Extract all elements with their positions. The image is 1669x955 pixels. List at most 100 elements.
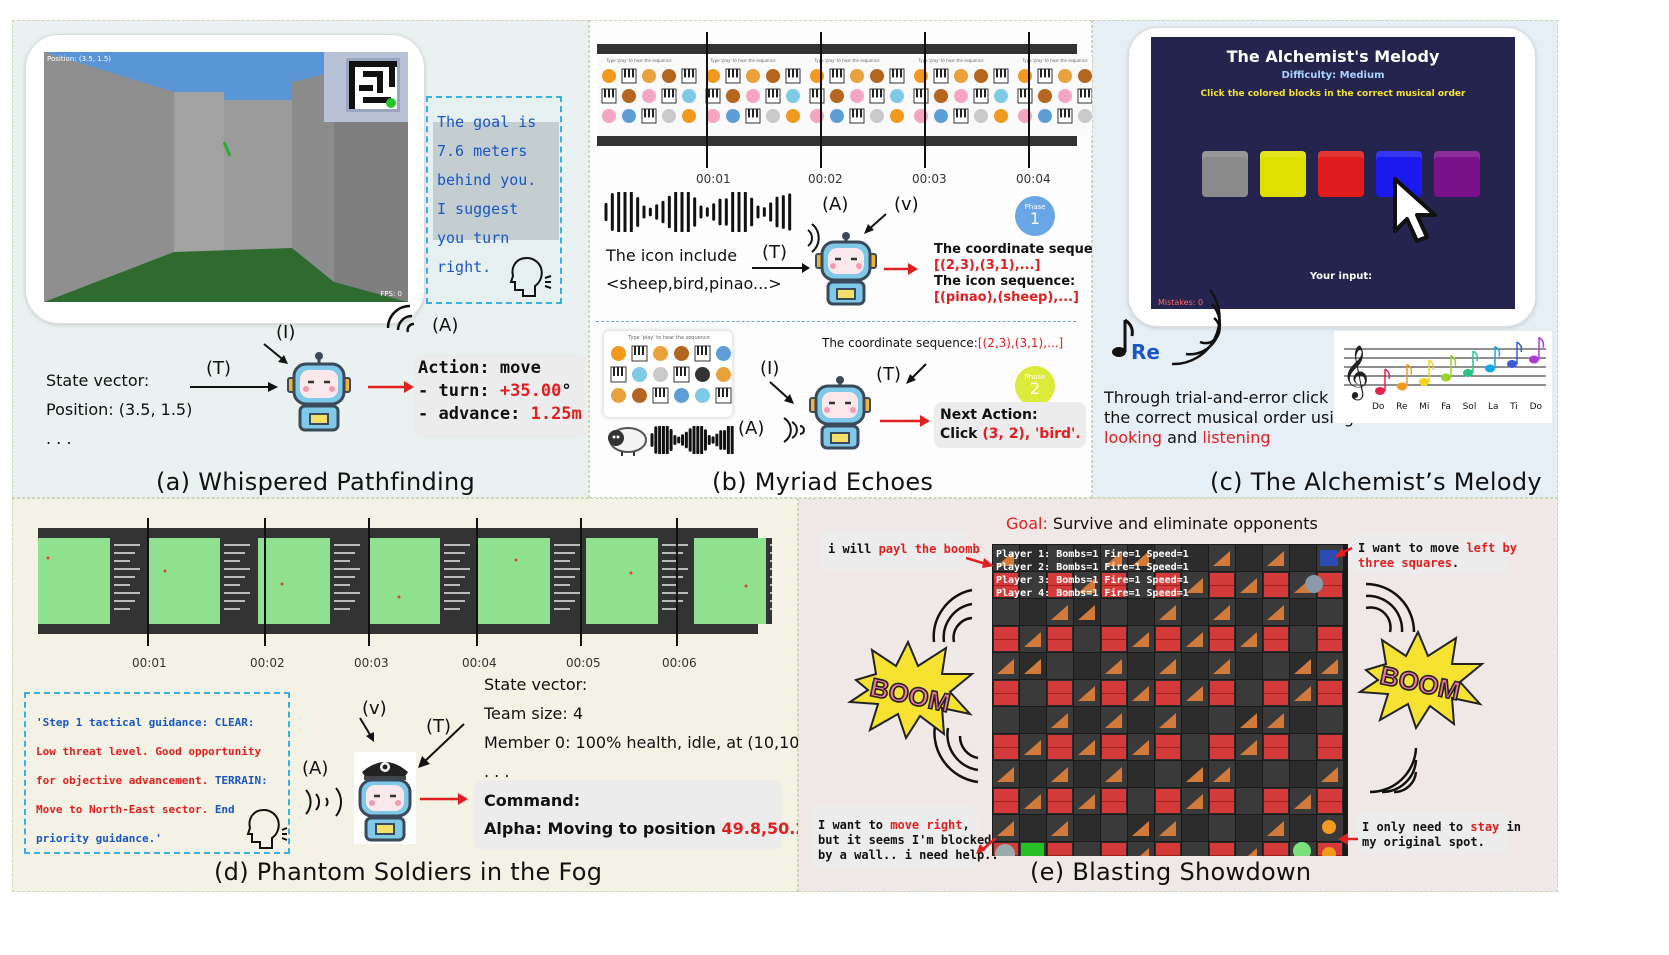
screen-fps-text: FPS: 0 — [380, 290, 402, 298]
audio-waveform-b2 — [650, 426, 734, 454]
floor-tile — [1317, 599, 1343, 625]
status-line — [334, 544, 360, 546]
melody-mistakes: Mistakes: 0 — [1158, 298, 1204, 307]
floor-tile — [1317, 761, 1343, 787]
floor-tile — [1020, 788, 1046, 814]
animal-icon — [642, 89, 656, 103]
label-video-d: (v) — [362, 698, 387, 719]
guide-line-4a: Move to North-East sector. — [36, 803, 215, 816]
animal-icon — [994, 109, 1008, 123]
time-tick-2 — [820, 32, 822, 168]
brick-wall — [1102, 843, 1126, 856]
note-flag — [1494, 345, 1501, 357]
note-head — [1375, 387, 1385, 395]
floor-tile — [1101, 761, 1127, 787]
piano-key — [624, 69, 626, 78]
animal-icon — [726, 89, 740, 103]
melody-block-1[interactable] — [1202, 151, 1248, 197]
action-title: Action: move — [418, 358, 541, 378]
hint-ghost-minimap — [433, 122, 559, 240]
piano-key — [984, 89, 986, 98]
note-flag — [1384, 368, 1391, 380]
animal-icon — [1058, 89, 1072, 103]
floor-tile — [1182, 653, 1208, 679]
crate-block — [1078, 605, 1095, 620]
desc-looking: looking — [1104, 428, 1163, 447]
fog-status-panel — [766, 538, 772, 624]
piano-key — [1084, 89, 1086, 98]
status-line — [334, 560, 350, 562]
floor-tile — [1209, 599, 1235, 625]
animal-icon — [934, 109, 948, 123]
melody-block-2[interactable] — [1260, 151, 1306, 197]
piano-key — [896, 69, 898, 78]
caption-e: (e) Blasting Showdown — [1030, 858, 1312, 886]
unit-marker — [397, 595, 401, 599]
melody-block-3[interactable] — [1318, 151, 1364, 197]
crate-block — [1321, 659, 1338, 674]
br-red: stay — [1470, 820, 1500, 834]
crate-block — [1132, 821, 1149, 836]
time-tick-1 — [706, 32, 708, 168]
action-box-a — [413, 354, 587, 438]
speech-bottom-left — [810, 806, 978, 868]
crate-block — [1159, 821, 1176, 836]
arrow-right-red-b1 — [884, 263, 918, 275]
melody-block-5[interactable] — [1434, 151, 1480, 197]
floor-tile — [1209, 761, 1235, 787]
coord-sequence-line: The coordinate sequence:[(2,3),(3,1),...… — [822, 336, 1063, 350]
floor-tile — [1020, 707, 1046, 733]
hint-text: The goal is 7.6 meters behind you. I sug… — [437, 108, 536, 282]
label-video-b: (v) — [894, 194, 919, 215]
sound-waves-e-tl — [932, 588, 973, 643]
note-flag — [1516, 341, 1523, 353]
phase-1-badge: Phase 1 — [1015, 196, 1055, 236]
status-line — [770, 568, 772, 570]
floor-tile — [1047, 761, 1073, 787]
crate-block — [1267, 821, 1284, 836]
crate-block — [1024, 794, 1041, 809]
piano-key — [712, 89, 714, 98]
floor-tile — [1209, 653, 1235, 679]
floor-tile — [1155, 599, 1181, 625]
floor-tile — [1209, 707, 1235, 733]
piano-key — [634, 346, 636, 355]
robot-agent-b2 — [809, 376, 871, 450]
crate-block — [1267, 713, 1284, 728]
piano-key — [684, 69, 686, 78]
action-advance: - advance: 1.25m — [418, 403, 582, 426]
animal-icon — [934, 89, 948, 103]
label-audio-d: (A) — [302, 758, 329, 779]
guide-line-3a: for objective advancement. — [36, 774, 215, 787]
animal-icon — [974, 109, 988, 123]
crate-block — [1132, 686, 1149, 701]
piano-key — [1048, 69, 1050, 78]
crate-block — [1159, 605, 1176, 620]
caption-b: (b) Myriad Echoes — [712, 468, 934, 496]
piano-key — [976, 89, 978, 98]
status-line — [334, 608, 350, 610]
phase-1-number: 1 — [1029, 209, 1041, 228]
hint-line-6: right. — [437, 258, 492, 276]
fog-map-frame — [478, 538, 550, 624]
floor-tile — [1236, 788, 1262, 814]
piano-key — [701, 346, 703, 355]
floor-tile — [1074, 653, 1100, 679]
piano-key — [716, 89, 718, 98]
animal-icon — [890, 89, 904, 103]
crate-block — [1213, 551, 1230, 566]
boom-burst-right: BOOM — [1357, 630, 1485, 730]
piano-key — [892, 69, 894, 78]
next-action-box — [934, 402, 1086, 448]
piano-key — [684, 367, 686, 376]
piano-key — [900, 69, 902, 78]
status-line — [444, 568, 470, 570]
next-value: (3, 2), 'bird'. — [982, 426, 1081, 442]
crate-block — [1186, 632, 1203, 647]
piano-key — [705, 346, 707, 355]
piano-key — [1000, 69, 1002, 78]
piano-key — [752, 109, 754, 118]
sound-waves-b — [807, 223, 820, 253]
floor-tile — [1263, 599, 1289, 625]
goal-text: Survive and eliminate opponents — [1047, 514, 1318, 533]
